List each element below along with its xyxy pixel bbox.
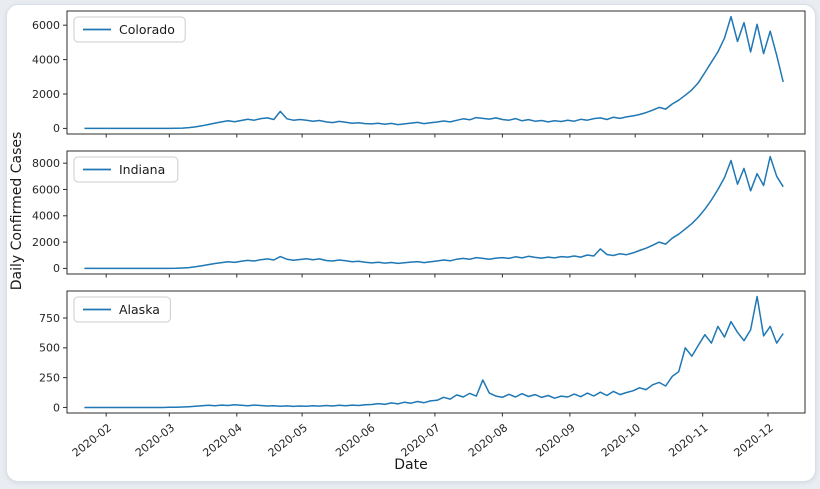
x-tick-label: 2020-12 (732, 421, 776, 460)
subplot-colorado: 0 2000 4000 6000 Colorado (32, 10, 806, 138)
x-tick-label: 2020-04 (200, 421, 244, 460)
series-line-colorado (84, 15, 784, 130)
line-chart-canvas: 0 2000 4000 6000 Colorado 0 2000 4000 6000 8000 In… (32, 10, 806, 460)
x-tick-label: 2020-09 (534, 421, 578, 460)
legend-label: Alaska (119, 302, 160, 317)
x-tick-label: 2020-02 (70, 421, 114, 460)
y-tick-label: 6000 (32, 183, 60, 196)
x-axis-title: Date (394, 457, 428, 473)
legend-label: Indiana (119, 162, 165, 177)
x-tick-label: 2020-05 (266, 421, 310, 460)
y-tick-label: 2000 (32, 236, 60, 249)
legend-label: Colorado (119, 22, 175, 37)
axes-frame (66, 10, 806, 135)
x-tick-label: 2020-07 (399, 421, 443, 460)
x-tick-label: 2020-08 (466, 421, 510, 460)
y-tick-label: 0 (53, 262, 60, 275)
y-tick-label: 2000 (32, 88, 60, 101)
y-tick-label: 4000 (32, 53, 60, 66)
figure-card: 0 2000 4000 6000 Colorado 0 2000 4000 6000 8000 In… (6, 4, 816, 482)
x-tick-label: 2020-11 (666, 421, 710, 460)
series-line-alaska (84, 295, 784, 409)
y-tick-label: 750 (39, 312, 60, 325)
legend-box (73, 296, 171, 323)
legend: Alaska (73, 296, 171, 323)
y-axis-title: Daily Confirmed Cases (9, 131, 25, 291)
y-tick-label: 0 (53, 122, 60, 135)
axes-frame (66, 150, 806, 275)
subplot-alaska: 0 250 500 750 2020-02 2020-03 2020-04 2020-05 20… (39, 290, 806, 460)
axes-frame (66, 290, 806, 414)
y-tick-label: 4000 (32, 210, 60, 223)
y-tick-label: 6000 (32, 19, 60, 32)
y-tick-label: 500 (39, 342, 60, 355)
x-tick-label: 2020-03 (133, 421, 177, 460)
legend: Indiana (73, 156, 179, 183)
x-tick-label: 2020-06 (333, 421, 377, 460)
y-tick-label: 0 (53, 401, 60, 414)
y-tick-label: 8000 (32, 157, 60, 170)
series-line-indiana (84, 155, 784, 270)
y-tick-label: 250 (39, 371, 60, 384)
legend: Colorado (73, 16, 186, 43)
legend-box (73, 156, 179, 183)
subplot-indiana: 0 2000 4000 6000 8000 Indiana (32, 150, 806, 278)
x-tick-label: 2020-10 (599, 421, 643, 460)
legend-box (73, 16, 186, 43)
